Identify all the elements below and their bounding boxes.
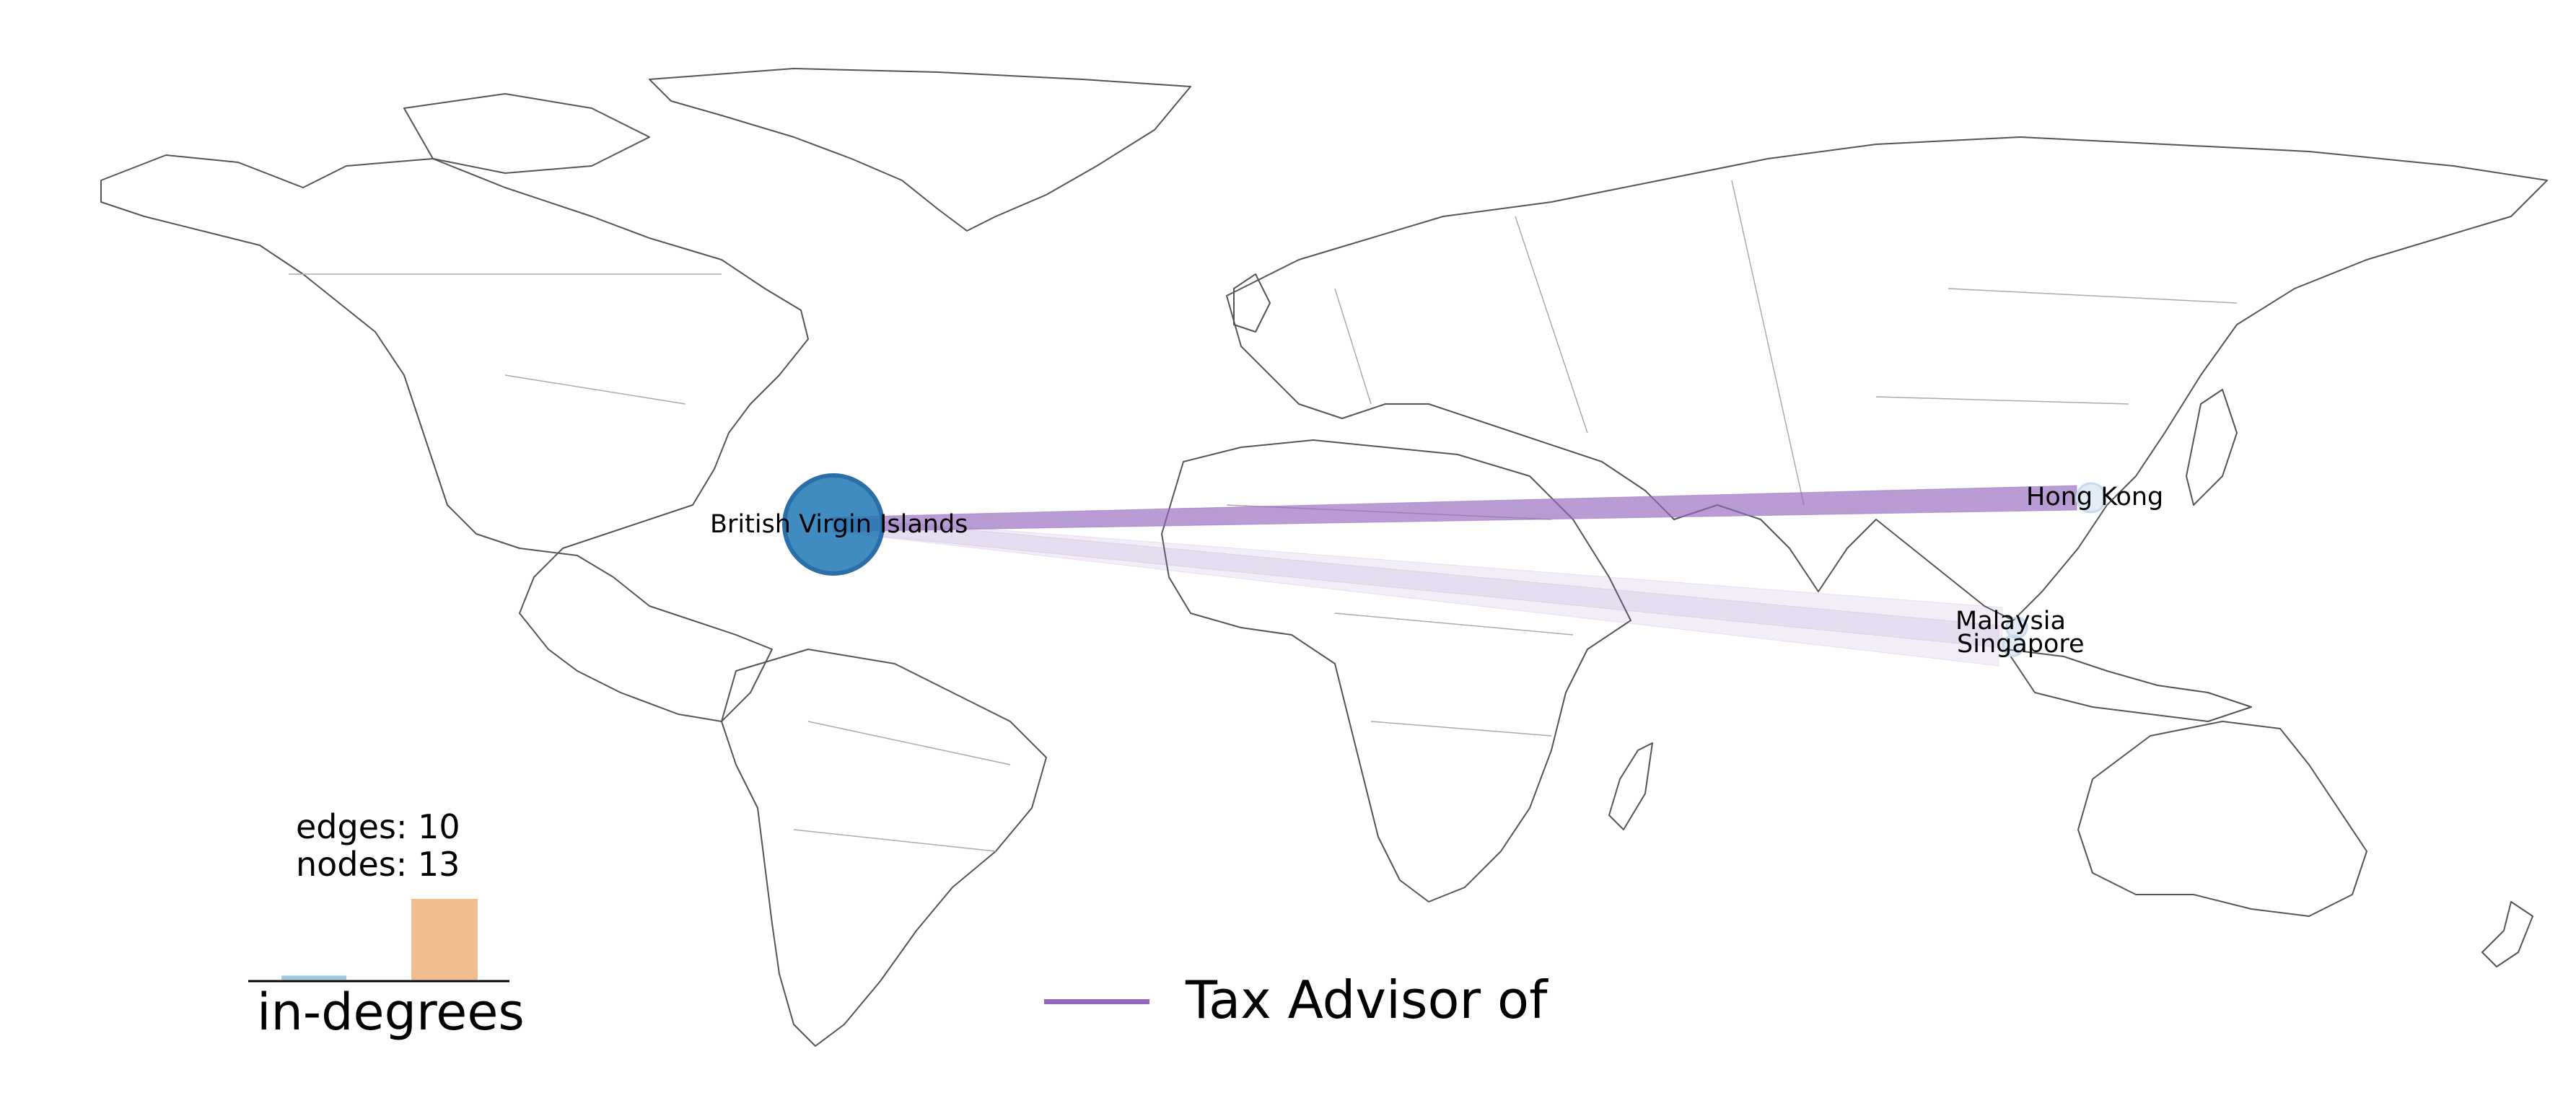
- histogram-bar-low: [281, 975, 346, 980]
- labels-layer: British Virgin Islands Hong Kong Malaysi…: [710, 483, 2163, 659]
- landmass-arctic-islands: [403, 93, 650, 174]
- landmass-se-asia-islands: [2005, 649, 2252, 722]
- graph-stats: edges: 10 nodes: 13: [296, 808, 460, 883]
- node-hong-kong: [2075, 482, 2107, 514]
- histogram-title: in-degrees: [257, 983, 525, 1042]
- nodes-layer: [782, 473, 2107, 657]
- world-basemap: [100, 68, 2548, 1047]
- node-label-malaysia: Malaysia: [1955, 607, 2066, 636]
- edges-layer: [833, 485, 2077, 667]
- legend-line-swatch: [1044, 999, 1149, 1004]
- edge-count: edges: 10: [296, 807, 460, 846]
- node-label-hong-kong: Hong Kong: [2026, 483, 2163, 511]
- landmass-australia: [2077, 721, 2367, 917]
- landmass-uk: [1233, 273, 1271, 333]
- node-british-virgin-islands: [782, 473, 885, 576]
- node-singapore: [2002, 634, 2025, 657]
- landmass-japan: [2186, 389, 2238, 506]
- legend-label: Tax Advisor of: [1186, 970, 1548, 1030]
- node-malaysia: [2005, 616, 2028, 639]
- landmass-africa: [1161, 439, 1631, 902]
- node-label-singapore: Singapore: [1957, 630, 2085, 659]
- landmass-madagascar: [1608, 742, 1653, 830]
- edge-hong-kong: [833, 485, 2077, 532]
- landmass-new-zealand: [2481, 901, 2533, 967]
- histogram-bar-high: [411, 899, 478, 980]
- landmass-north-america: [100, 154, 809, 722]
- in-degree-histogram: [248, 899, 509, 983]
- landmass-greenland: [649, 68, 1191, 232]
- edge-singapore: [833, 517, 1999, 667]
- landmass-eurasia: [1226, 136, 2548, 621]
- landmass-south-america: [721, 649, 1047, 1047]
- node-label-british-virgin-islands: British Virgin Islands: [710, 510, 968, 539]
- node-count: nodes: 13: [296, 845, 460, 884]
